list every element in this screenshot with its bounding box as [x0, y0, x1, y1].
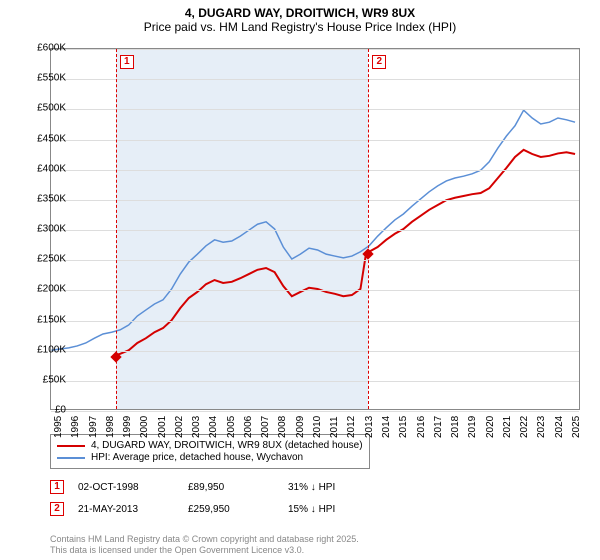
sale-marker-1: 1	[50, 480, 64, 494]
x-tick-label: 2000	[139, 416, 150, 438]
legend-row: 4, DUGARD WAY, DROITWICH, WR9 8UX (detac…	[57, 440, 363, 451]
y-tick-label: £100K	[37, 344, 66, 355]
legend: 4, DUGARD WAY, DROITWICH, WR9 8UX (detac…	[50, 434, 370, 469]
y-tick-label: £550K	[37, 73, 66, 84]
x-tick-label: 2007	[260, 416, 271, 438]
series-price_paid	[116, 150, 575, 355]
sale-date-1: 02-OCT-1998	[78, 482, 188, 493]
legend-label-price-paid: 4, DUGARD WAY, DROITWICH, WR9 8UX (detac…	[91, 440, 363, 451]
sale-row-2: 2 21-MAY-2013 £259,950 15% ↓ HPI	[50, 502, 335, 516]
y-tick-label: £50K	[43, 374, 66, 385]
chart-svg	[51, 49, 579, 409]
x-tick-label: 2011	[329, 416, 340, 438]
title-address: 4, DUGARD WAY, DROITWICH, WR9 8UX	[0, 6, 600, 20]
x-tick-label: 2018	[450, 416, 461, 438]
legend-swatch-price-paid	[57, 445, 85, 447]
y-tick-label: £200K	[37, 284, 66, 295]
x-tick-label: 2019	[467, 416, 478, 438]
chart-area: 12	[50, 48, 580, 410]
title-subtitle: Price paid vs. HM Land Registry's House …	[0, 20, 600, 34]
x-tick-label: 2014	[381, 416, 392, 438]
sale-row-1: 1 02-OCT-1998 £89,950 31% ↓ HPI	[50, 480, 335, 494]
sale-marker-2: 2	[50, 502, 64, 516]
y-tick-label: £0	[55, 405, 66, 416]
x-tick-label: 2021	[502, 416, 513, 438]
sale-price-1: £89,950	[188, 482, 288, 493]
y-tick-label: £250K	[37, 254, 66, 265]
chart-marker-2: 2	[372, 55, 386, 69]
x-tick-label: 2008	[277, 416, 288, 438]
x-tick-label: 1999	[122, 416, 133, 438]
x-tick-label: 2022	[519, 416, 530, 438]
y-tick-label: £300K	[37, 224, 66, 235]
x-tick-label: 1996	[70, 416, 81, 438]
x-tick-label: 2010	[312, 416, 323, 438]
y-tick-label: £450K	[37, 133, 66, 144]
x-tick-label: 2013	[364, 416, 375, 438]
x-tick-label: 1997	[88, 416, 99, 438]
footer: Contains HM Land Registry data © Crown c…	[50, 534, 359, 556]
y-tick-label: £600K	[37, 43, 66, 54]
footer-line1: Contains HM Land Registry data © Crown c…	[50, 534, 359, 545]
sale-date-2: 21-MAY-2013	[78, 504, 188, 515]
x-tick-label: 2023	[536, 416, 547, 438]
x-tick-label: 2016	[416, 416, 427, 438]
x-tick-label: 2006	[243, 416, 254, 438]
title-block: 4, DUGARD WAY, DROITWICH, WR9 8UX Price …	[0, 0, 600, 36]
sale-delta-1: 31% ↓ HPI	[288, 482, 335, 493]
x-tick-label: 2015	[398, 416, 409, 438]
legend-swatch-hpi	[57, 457, 85, 459]
y-tick-label: £350K	[37, 193, 66, 204]
x-tick-label: 2020	[485, 416, 496, 438]
x-tick-label: 1995	[53, 416, 64, 438]
x-tick-label: 2001	[157, 416, 168, 438]
x-tick-label: 2012	[346, 416, 357, 438]
y-tick-label: £500K	[37, 103, 66, 114]
x-tick-label: 2017	[433, 416, 444, 438]
x-tick-label: 2004	[208, 416, 219, 438]
x-tick-label: 2005	[226, 416, 237, 438]
x-tick-label: 2003	[191, 416, 202, 438]
legend-label-hpi: HPI: Average price, detached house, Wych…	[91, 452, 303, 463]
x-tick-label: 2025	[571, 416, 582, 438]
legend-row: HPI: Average price, detached house, Wych…	[57, 452, 363, 463]
chart-marker-1: 1	[120, 55, 134, 69]
y-tick-label: £150K	[37, 314, 66, 325]
y-tick-label: £400K	[37, 163, 66, 174]
x-tick-label: 2024	[554, 416, 565, 438]
footer-line2: This data is licensed under the Open Gov…	[50, 545, 359, 556]
sale-delta-2: 15% ↓ HPI	[288, 504, 335, 515]
x-tick-label: 2009	[295, 416, 306, 438]
x-tick-label: 1998	[105, 416, 116, 438]
x-tick-label: 2002	[174, 416, 185, 438]
sale-price-2: £259,950	[188, 504, 288, 515]
